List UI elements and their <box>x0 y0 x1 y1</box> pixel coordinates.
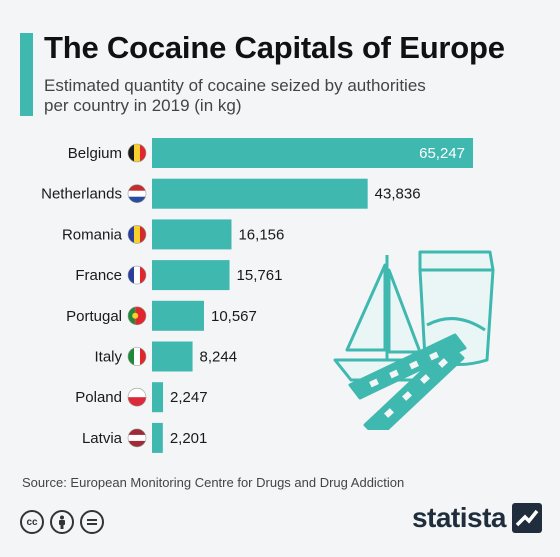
statista-mark-icon <box>512 503 542 533</box>
license-icons: cc <box>20 510 104 534</box>
bar <box>152 382 164 413</box>
france-flag-icon <box>128 266 146 285</box>
category-label: Romania <box>62 226 123 243</box>
bar <box>152 422 163 453</box>
value-label: 16,156 <box>238 226 284 243</box>
source-note: Source: European Monitoring Centre for D… <box>22 475 405 490</box>
bar-row-latvia: Latvia 2,201 <box>82 422 208 453</box>
value-label: 15,761 <box>237 267 283 284</box>
value-label: 43,836 <box>375 186 421 203</box>
bar <box>152 260 230 291</box>
category-label: Latvia <box>82 430 123 447</box>
netherlands-flag-icon <box>128 184 146 203</box>
bar-row-portugal: Portugal 10,567 <box>66 300 257 331</box>
statista-logo[interactable]: statista <box>412 502 542 534</box>
belgium-flag-icon <box>128 144 146 162</box>
category-label: Poland <box>75 389 122 406</box>
bar <box>152 300 204 331</box>
chart-title: The Cocaine Capitals of Europe <box>44 30 505 65</box>
bar-row-belgium: Belgium 65,247 <box>68 138 473 168</box>
bar-row-netherlands: Netherlands 43,836 <box>41 178 421 209</box>
category-label: France <box>75 267 122 284</box>
attribution-icon[interactable] <box>50 510 74 534</box>
value-label: 8,244 <box>200 349 238 366</box>
bar-row-romania: Romania 16,156 <box>62 219 284 250</box>
brand-name: statista <box>411 502 507 533</box>
boat-and-bag-illustration <box>333 250 495 430</box>
category-label: Portugal <box>66 308 122 325</box>
chart-subtitle: Estimated quantity of cocaine seized by … <box>44 76 426 115</box>
title-accent-bar <box>20 33 33 116</box>
bar-row-italy: Italy 8,244 <box>94 341 238 372</box>
bar <box>152 341 193 372</box>
bar <box>152 178 368 209</box>
category-label: Netherlands <box>41 186 122 203</box>
category-label: Italy <box>94 349 122 366</box>
value-label: 2,201 <box>170 430 208 447</box>
poland-flag-icon <box>128 388 146 407</box>
value-label: 2,247 <box>170 389 208 406</box>
category-label: Belgium <box>68 145 122 162</box>
bar-row-poland: Poland 2,247 <box>75 382 208 413</box>
cc-icon[interactable]: cc <box>20 510 44 534</box>
bar-chart: Belgium 65,247 Netherlands 43,836 Romania 16,… <box>41 138 473 453</box>
value-label: 10,567 <box>211 308 257 325</box>
bar <box>152 138 473 168</box>
portugal-flag-icon <box>128 306 146 325</box>
latvia-flag-icon <box>128 428 146 447</box>
italy-flag-icon <box>128 347 146 366</box>
value-label: 65,247 <box>419 145 465 162</box>
romania-flag-icon <box>128 225 146 244</box>
bar <box>152 219 232 250</box>
bar-row-france: France 15,761 <box>75 260 283 291</box>
no-derivatives-icon[interactable] <box>80 510 104 534</box>
